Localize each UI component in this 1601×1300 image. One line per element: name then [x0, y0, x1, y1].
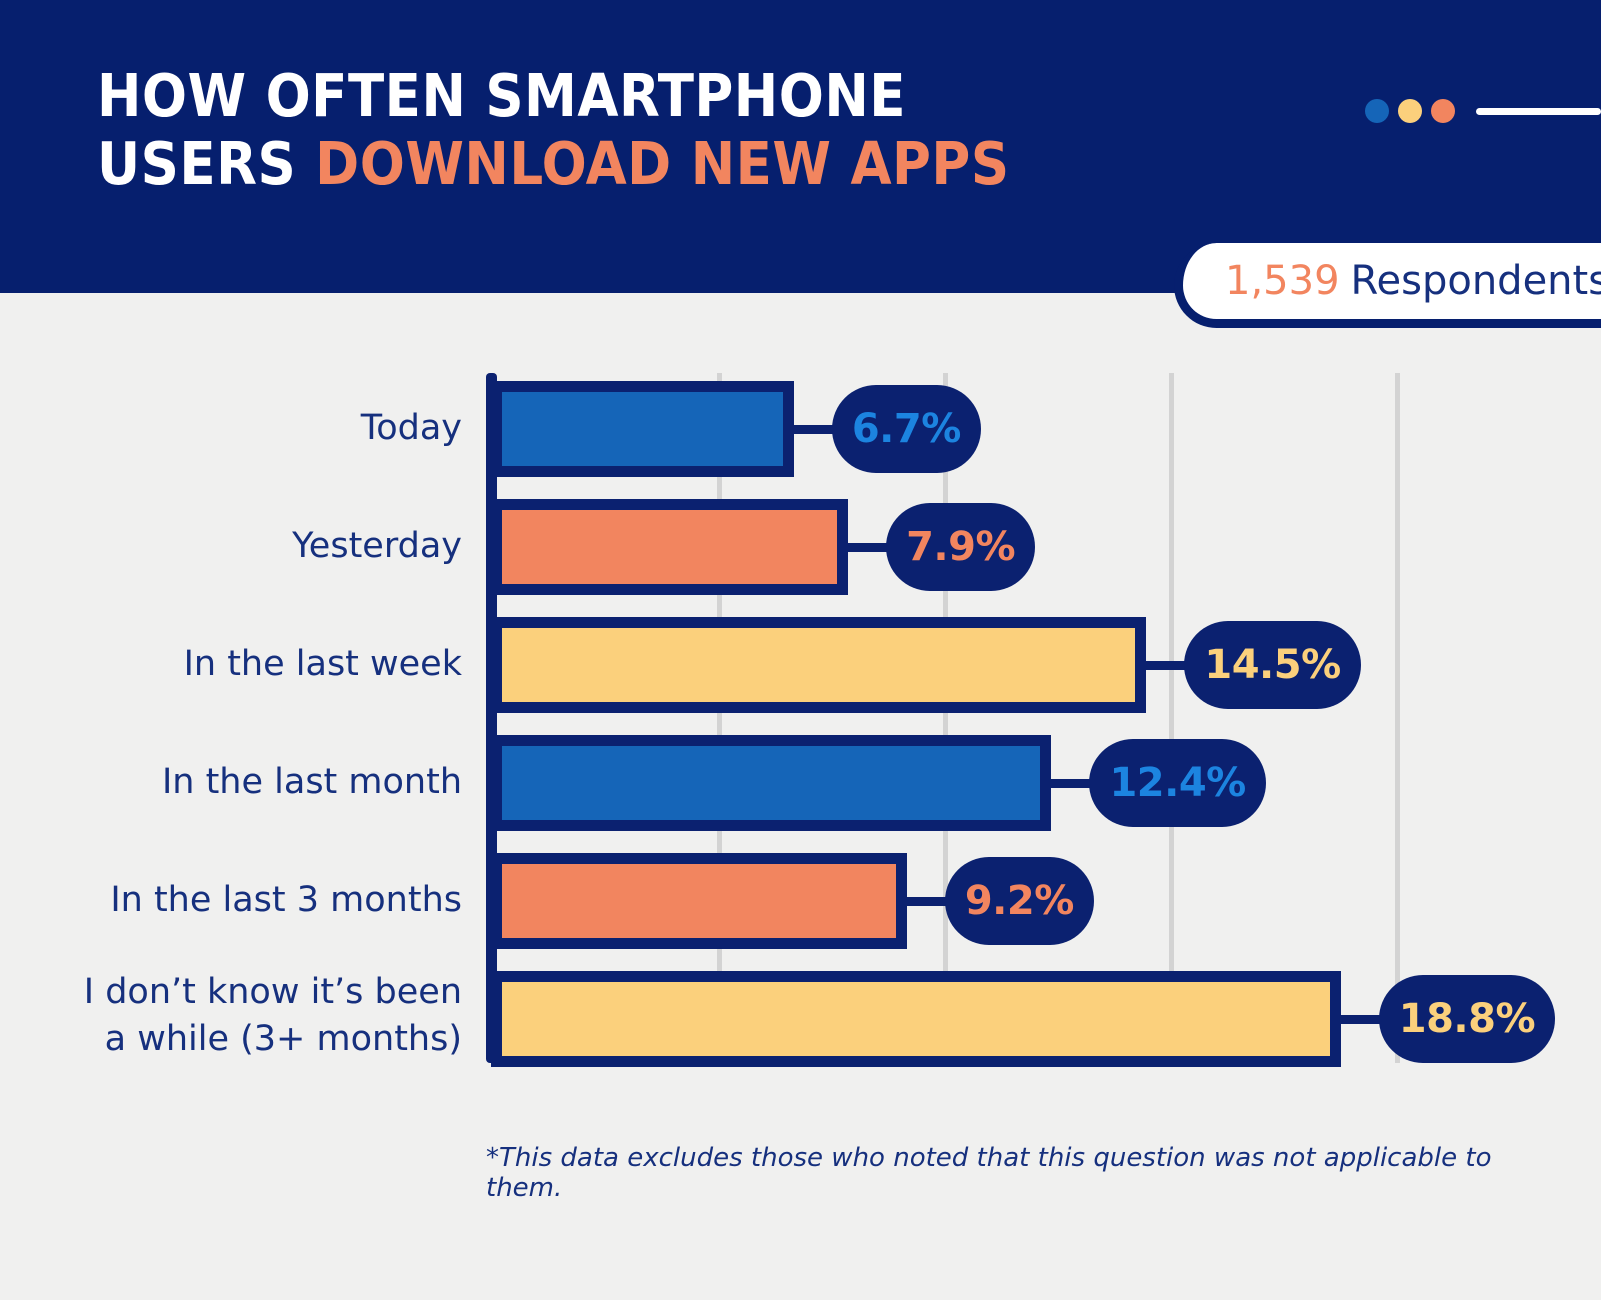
bar-fill [502, 864, 896, 938]
bar-value-text: 6.7% [851, 406, 961, 452]
bar-fill [502, 510, 838, 584]
header-decoration [1365, 97, 1601, 125]
bar-row: Yesterday 7.9% [0, 499, 1601, 595]
title-line-1: HOW OFTEN SMARTPHONE [97, 61, 907, 130]
bar-row: I don’t know it’s been a while (3+ months… [0, 971, 1601, 1067]
bar-row: In the last month 12.4% [0, 735, 1601, 831]
bar-category-label: In the last week [183, 644, 462, 684]
bar-value-badge: 9.2% [944, 857, 1094, 945]
respondents-count: 1,539 [1225, 258, 1340, 304]
bar-value-badge: 7.9% [886, 503, 1036, 591]
dot-coral-icon [1431, 99, 1455, 123]
gridline [1169, 373, 1174, 1063]
bar-category-label: In the last 3 months [110, 880, 462, 920]
bar-row: In the last week 14.5% [0, 617, 1601, 713]
bar-fill [502, 982, 1330, 1056]
bar-value-text: 12.4% [1109, 760, 1246, 806]
gridline [717, 373, 722, 1063]
bar-connector [848, 543, 891, 552]
bar-value-badge: 14.5% [1184, 621, 1361, 709]
bar [491, 853, 907, 949]
bar-fill [502, 746, 1041, 820]
bar-value-text: 14.5% [1204, 642, 1341, 688]
gridlines [0, 373, 1601, 1063]
bar-category-label: In the last month [161, 762, 462, 802]
bar-row: In the last 3 months 9.2% [0, 853, 1601, 949]
bar-connector [793, 425, 836, 434]
plot-area: Today 6.7% Yesterday 7.9% In the last week 14… [0, 373, 1601, 1067]
respondents-label: Respondents [1350, 258, 1601, 304]
bar-row: Today 6.7% [0, 381, 1601, 477]
bar-rows: Today 6.7% Yesterday 7.9% In the last week 14… [0, 373, 1601, 1067]
bar-connector [1146, 661, 1189, 670]
title-line-2-accent: DOWNLOAD NEW APPS [315, 129, 1010, 198]
bar-connector [1051, 779, 1094, 788]
bar [491, 381, 794, 477]
bar-value-badge: 6.7% [831, 385, 981, 473]
header-rule [1476, 107, 1601, 115]
bar-value-text: 18.8% [1398, 996, 1536, 1042]
bar-chart: Today 6.7% Yesterday 7.9% In the last week 14… [0, 293, 1601, 1300]
footnote: *This data excludes those who noted that… [486, 1143, 1492, 1203]
bar [491, 971, 1341, 1067]
dot-blue-icon [1365, 99, 1389, 123]
gridline [943, 373, 948, 1063]
bar-fill [502, 392, 783, 466]
bar-value-text: 9.2% [964, 878, 1074, 924]
title-line-2-plain: USERS [97, 129, 316, 198]
bar-fill [502, 628, 1136, 702]
bar [491, 617, 1147, 713]
bar-value-text: 7.9% [906, 524, 1016, 570]
bar [491, 735, 1052, 831]
bar-category-label: I don’t know it’s been a while (3+ months… [0, 969, 462, 1063]
bar-category-label-line1: I don’t know it’s been [83, 972, 462, 1012]
page-title: HOW OFTEN SMARTPHONE USERS DOWNLOAD NEW … [97, 62, 1197, 198]
y-axis [486, 373, 497, 1063]
title-line-2: USERS DOWNLOAD NEW APPS [97, 130, 1197, 198]
header-banner: HOW OFTEN SMARTPHONE USERS DOWNLOAD NEW … [0, 0, 1601, 293]
bar-category-label-line2: a while (3+ months) [104, 1019, 462, 1059]
bar-connector [1340, 1015, 1383, 1024]
bar-connector [906, 897, 949, 906]
bar [491, 499, 849, 595]
bar-value-badge: 18.8% [1378, 975, 1556, 1063]
bar-category-label: Today [360, 408, 462, 448]
dot-yellow-icon [1398, 99, 1422, 123]
bar-category-label: Yesterday [292, 526, 462, 566]
respondents-badge: 1,539 Respondents [1174, 243, 1601, 328]
bar-value-badge: 12.4% [1089, 739, 1266, 827]
gridline [1395, 373, 1400, 1063]
